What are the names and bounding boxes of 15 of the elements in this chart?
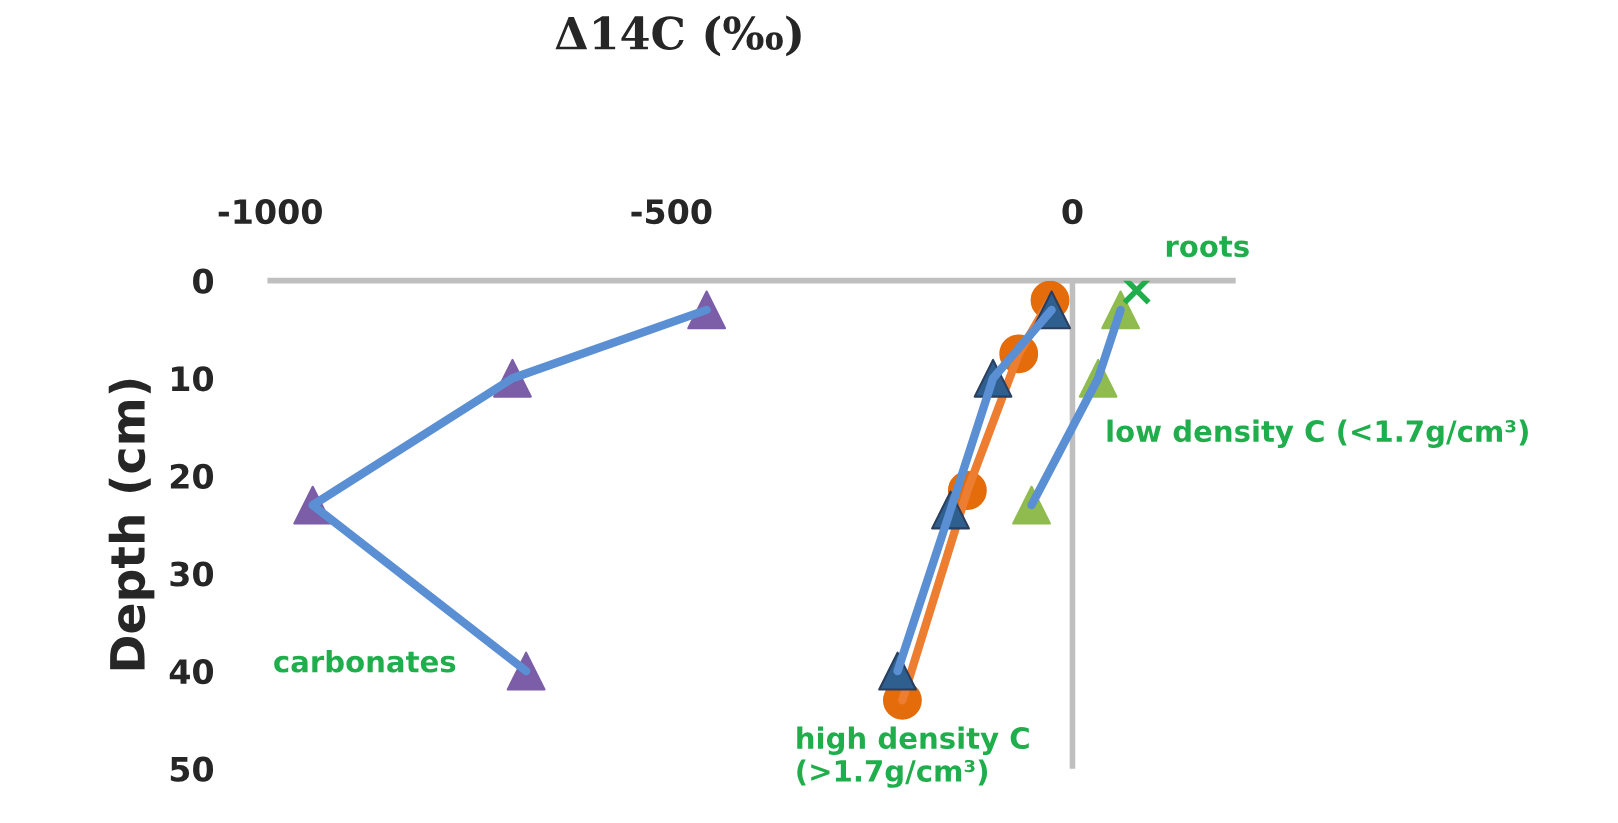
x-tick-label: -500 (631, 198, 712, 225)
chart-title: Δ14C (‰) (555, 15, 801, 57)
x-tick-label: 0 (1062, 198, 1083, 225)
y-tick-label: 40 (169, 659, 214, 685)
series-label: roots (1166, 236, 1249, 258)
x-tick-label: -1000 (218, 198, 322, 225)
y-tick-label: 50 (170, 756, 214, 782)
y-tick-label: 0 (193, 268, 214, 294)
series-label: carbonates (274, 650, 456, 673)
series-label: low density C (<1.7g/cm³) (1107, 419, 1528, 449)
y-tick-label: 20 (170, 463, 214, 489)
y-tick-label: 30 (170, 561, 214, 587)
y-tick-label: 10 (172, 366, 214, 392)
text: high density C (>1.7g/cm³) (797, 726, 1029, 788)
y-axis-title: Depth (cm) (108, 379, 155, 670)
